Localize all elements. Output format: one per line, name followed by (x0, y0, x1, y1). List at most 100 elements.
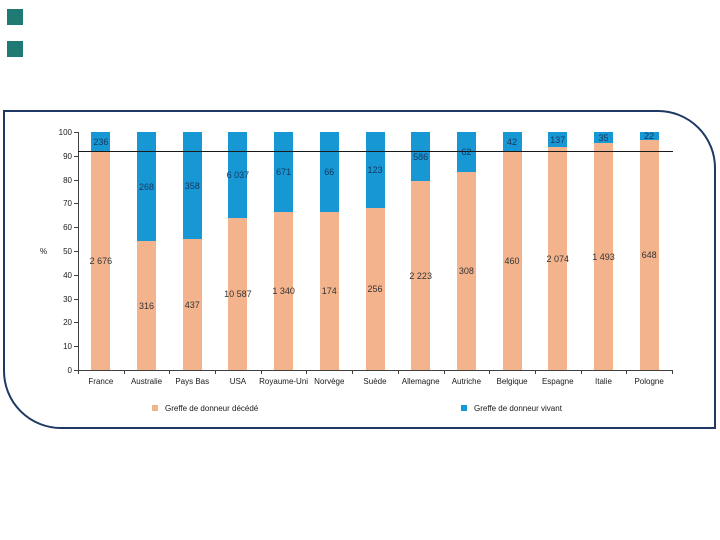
bar-pologne: 22 648 (639, 131, 659, 370)
bar-segment-living: 268 (137, 132, 157, 241)
y-tick-label: 0 (67, 366, 72, 375)
bar-value-deceased: 256 (367, 284, 383, 294)
bar-segment-living: 42 (502, 132, 522, 152)
y-tick-label: 100 (58, 128, 72, 137)
legend-item-living: Greffe de donneur vivant (461, 402, 562, 414)
bar-segment-living: 586 (411, 132, 431, 181)
x-tick (443, 370, 445, 374)
y-tick (74, 322, 78, 324)
bar-value-living: 268 (139, 181, 155, 192)
y-tick-label: 20 (63, 318, 72, 328)
bar-value-living: 137 (550, 134, 566, 145)
y-axis-unit-label: % (40, 247, 48, 256)
x-tick-label: Suède (363, 377, 387, 386)
x-tick (215, 370, 217, 374)
bar-value-deceased: 1 493 (592, 251, 615, 262)
bar-value-living: 236 (93, 136, 109, 147)
y-tick-label: 40 (63, 270, 72, 280)
x-tick (306, 370, 308, 374)
x-tick (169, 370, 171, 374)
bar-segment-living: 358 (182, 132, 202, 239)
bar-value-deceased: 648 (641, 250, 657, 260)
bar-segment-living: 123 (365, 132, 385, 208)
y-tick (74, 132, 78, 133)
bar-segment-living: 35 (593, 132, 613, 143)
bar-segment-deceased: 308 (456, 172, 476, 370)
bar-segment-living: 6 037 (226, 132, 250, 218)
y-tick (74, 274, 78, 276)
bar-segment-deceased: 2 676 (90, 151, 112, 370)
x-tick (352, 370, 354, 374)
bar-value-living: 358 (184, 180, 200, 191)
bar-pays-bas: 358 437 (182, 132, 202, 370)
y-tick (74, 203, 78, 205)
bar-segment-deceased: 256 (365, 208, 385, 370)
y-tick (74, 346, 78, 348)
x-tick (672, 370, 673, 374)
legend-label-living: Greffe de donneur vivant (474, 403, 562, 413)
x-tick-label: Pologne (634, 377, 664, 386)
x-tick-label: Royaume-Uni (259, 377, 309, 386)
bar-value-living: 6 037 (226, 170, 250, 180)
x-tick-label: France (88, 377, 114, 386)
legend-swatch-living (461, 405, 467, 411)
x-tick-label: Belgique (496, 377, 528, 386)
decor-square-top (7, 9, 23, 25)
x-tick (534, 370, 536, 374)
y-tick (74, 251, 78, 252)
x-tick (580, 370, 582, 374)
reference-line (78, 151, 673, 153)
bar-value-deceased: 460 (504, 256, 520, 266)
bar-segment-living: 671 (274, 132, 294, 212)
legend-swatch-deceased (152, 405, 158, 411)
bar-value-deceased: 2 074 (546, 253, 570, 264)
bar-usa: 6 037 10 587 (224, 132, 252, 370)
bar-segment-deceased: 2 223 (409, 181, 432, 370)
bar-italie: 35 1 493 (592, 132, 615, 370)
bar-value-deceased: 437 (184, 299, 200, 310)
bar-france: 236 2 676 (90, 132, 112, 370)
decor-square-bottom (7, 41, 23, 57)
bar-value-living: 123 (367, 165, 383, 175)
bar-segment-living: 22 (639, 131, 659, 141)
bar-value-deceased: 316 (139, 300, 155, 311)
x-tick-label: Autriche (451, 377, 482, 386)
y-tick-label: 90 (63, 151, 72, 161)
bar-segment-deceased: 648 (639, 140, 659, 370)
x-tick (397, 370, 399, 374)
bar-value-living: 586 (413, 151, 429, 162)
legend-item-deceased: Greffe de donneur décédé (152, 402, 258, 414)
x-tick-label: Italie (595, 377, 612, 386)
y-tick (74, 298, 78, 300)
x-tick (489, 370, 491, 374)
x-tick-label: Espagne (541, 377, 574, 386)
x-tick (626, 370, 628, 374)
y-tick-label: 80 (63, 175, 72, 185)
x-tick-label: USA (229, 377, 247, 386)
bar-segment-deceased: 1 340 (272, 212, 295, 370)
y-tick-label: 70 (63, 199, 72, 209)
bar-segment-living: 137 (548, 132, 568, 147)
bar-segment-deceased: 460 (502, 152, 522, 370)
x-tick (123, 370, 125, 374)
y-tick-label: 10 (63, 342, 72, 352)
bar-segment-living: 236 (91, 132, 111, 151)
y-tick (74, 179, 78, 181)
bar-value-living: 42 (507, 137, 518, 147)
bar-value-deceased: 174 (321, 286, 337, 296)
legend-label-deceased: Greffe de donneur décédé (165, 403, 259, 413)
bar-segment-deceased: 2 074 (546, 147, 570, 370)
bar-segment-living: 66 (319, 132, 339, 212)
bar-suède: 123 256 (365, 132, 385, 370)
y-axis (78, 132, 79, 371)
bar-allemagne: 586 2 223 (409, 132, 432, 370)
bar-royaume-uni: 671 1 340 (272, 132, 295, 370)
x-tick (78, 370, 79, 374)
bar-australie: 268 316 (137, 132, 157, 370)
bar-belgique: 42 460 (502, 132, 522, 370)
y-tick-label: 50 (63, 247, 72, 256)
bar-segment-deceased: 316 (137, 241, 157, 370)
bar-segment-deceased: 437 (182, 239, 202, 370)
bar-value-deceased: 2 223 (409, 270, 432, 281)
